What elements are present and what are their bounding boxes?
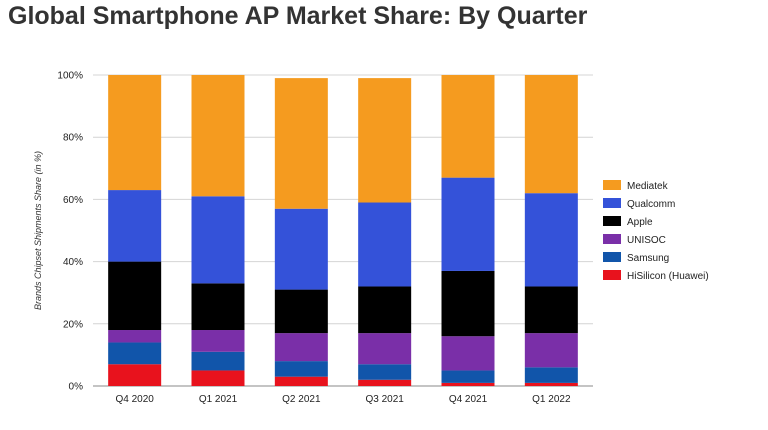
bar-segment xyxy=(191,75,245,197)
bar-segment xyxy=(441,177,495,271)
legend-swatch xyxy=(603,180,621,190)
bar-segment xyxy=(191,351,245,371)
bar-segment xyxy=(441,370,495,383)
y-tick-label: 80% xyxy=(63,133,83,144)
bar-segment xyxy=(358,78,412,203)
x-tick-label: Q1 2022 xyxy=(532,394,571,405)
legend-label: Qualcomm xyxy=(627,199,675,210)
legend-swatch xyxy=(603,252,621,262)
bar-segment xyxy=(358,379,412,386)
bar-segment xyxy=(358,286,412,334)
x-tick-label: Q3 2021 xyxy=(365,394,404,405)
bar-segment xyxy=(108,75,162,191)
x-tick-label: Q2 2021 xyxy=(282,394,321,405)
bar-segment xyxy=(524,333,578,368)
bar-segment xyxy=(358,202,412,287)
legend-label: Mediatek xyxy=(627,181,669,192)
x-tick-label: Q4 2020 xyxy=(115,394,154,405)
bar-segment xyxy=(524,382,578,386)
legend-swatch xyxy=(603,234,621,244)
bar-segment xyxy=(108,364,162,386)
bar-segment xyxy=(191,196,245,284)
bar-segment xyxy=(524,286,578,334)
bar-segment xyxy=(274,78,328,209)
bar-segment xyxy=(358,333,412,365)
legend-label: UNISOC xyxy=(627,235,666,246)
legend-swatch xyxy=(603,270,621,280)
bar-segment xyxy=(108,342,162,365)
bar-segment xyxy=(108,330,162,343)
legend-label: HiSilicon (Huawei) xyxy=(627,271,709,282)
legend-swatch xyxy=(603,216,621,226)
bar-segment xyxy=(274,333,328,362)
y-tick-label: 40% xyxy=(63,257,83,268)
bar-segment xyxy=(274,208,328,290)
bar-segment xyxy=(274,376,328,386)
x-tick-label: Q1 2021 xyxy=(199,394,238,405)
legend-label: Apple xyxy=(627,217,653,228)
y-axis-label: Brands Chipset Shipments Share (in %) xyxy=(33,151,43,310)
y-tick-label: 100% xyxy=(57,71,83,82)
legend-swatch xyxy=(603,198,621,208)
bar-segment xyxy=(108,190,162,262)
chart-title: Global Smartphone AP Market Share: By Qu… xyxy=(8,2,588,30)
bar-segment xyxy=(441,270,495,337)
legend-label: Samsung xyxy=(627,253,669,264)
y-tick-label: 60% xyxy=(63,195,83,206)
bar-segment xyxy=(524,367,578,383)
bar-segment xyxy=(274,361,328,377)
bar-segment xyxy=(358,364,412,380)
bar-segment xyxy=(108,261,162,331)
bar-segment xyxy=(274,289,328,334)
bar-segment xyxy=(191,330,245,352)
x-tick-label: Q4 2021 xyxy=(449,394,488,405)
bar-segment xyxy=(191,370,245,386)
bar-segment xyxy=(441,382,495,386)
bar-segment xyxy=(441,336,495,371)
bar-segment xyxy=(441,75,495,178)
bar-segment xyxy=(191,283,245,331)
bar-segment xyxy=(524,75,578,194)
y-tick-label: 0% xyxy=(69,382,84,393)
y-tick-label: 20% xyxy=(63,319,83,330)
bar-segment xyxy=(524,193,578,287)
